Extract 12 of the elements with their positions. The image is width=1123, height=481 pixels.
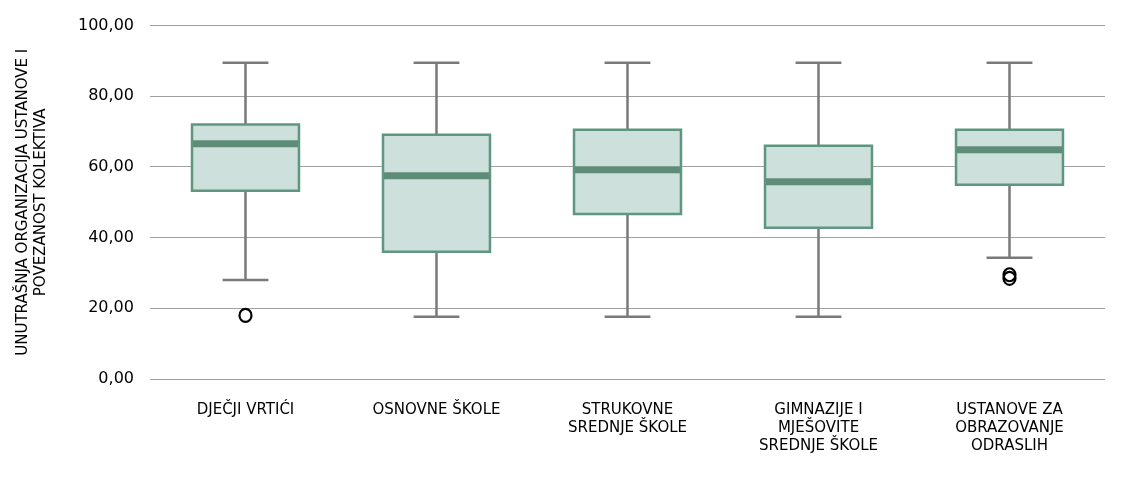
x-tick-label: DJEČJI VRTIĆI: [196, 398, 295, 418]
y-tick-label: 0,00: [98, 368, 134, 388]
x-tick-label: GIMNAZIJE I MJEŠOVITE SREDNJE ŠKOLE: [758, 399, 879, 454]
y-tick-label: 60,00: [88, 156, 134, 176]
x-tick-label: USTANOVE ZA OBRAZOVANJE ODRASLIH: [955, 399, 1064, 454]
y-tick-label: 80,00: [88, 85, 134, 105]
y-axis-title: UNUTRAŠNJA ORGANIZACIJA USTANOVE I POVEZANOST KOLEKTIVA: [11, 48, 49, 356]
y-tick-label: 100,00: [78, 14, 134, 34]
x-tick-label: OSNOVNE ŠKOLE: [372, 398, 501, 418]
x-tick-label: STRUKOVNE SREDNJE ŠKOLE: [567, 399, 688, 436]
y-tick-label: 40,00: [88, 226, 134, 246]
y-tick-label: 20,00: [88, 297, 134, 317]
